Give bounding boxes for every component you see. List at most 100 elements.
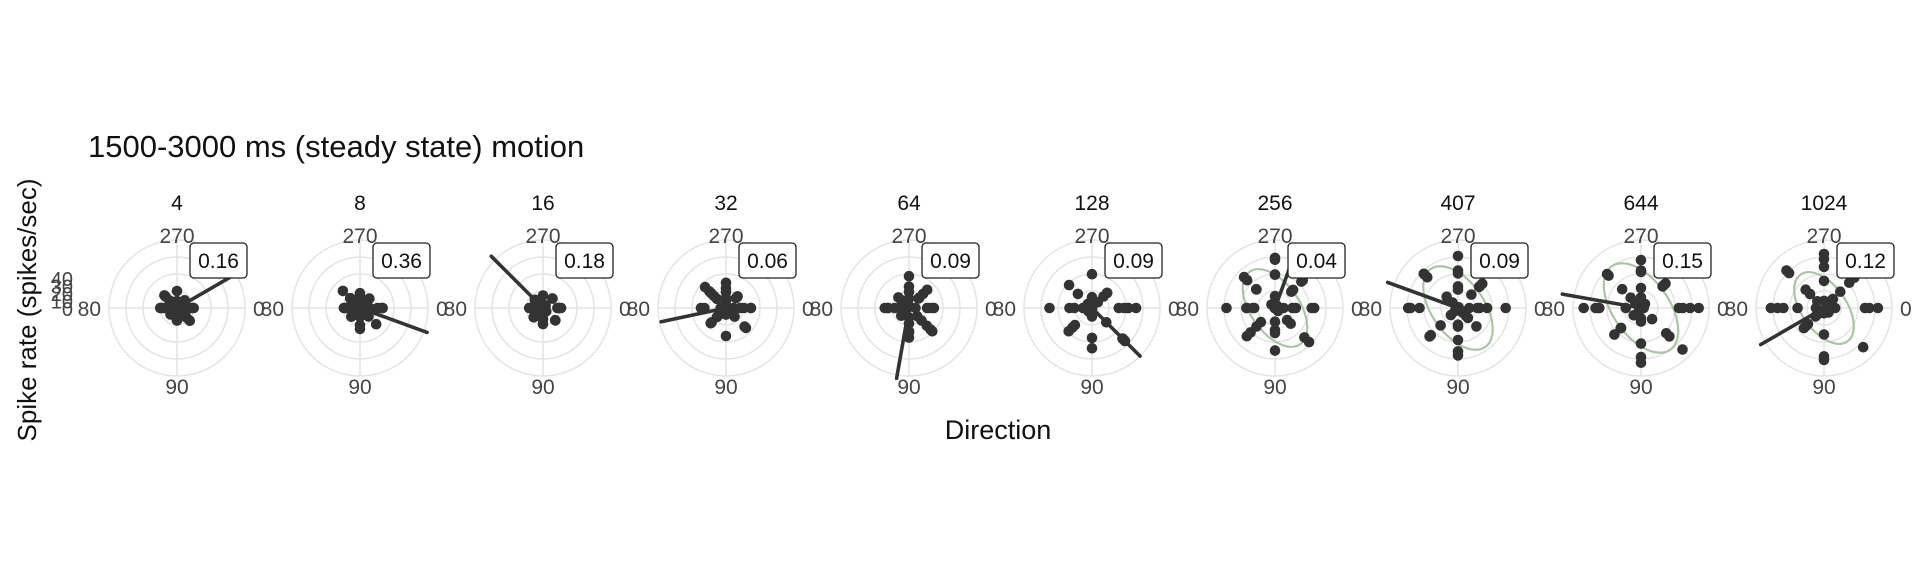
angle-label-bottom: 90 [348,376,371,399]
radial-tick-label: 0 [62,299,73,321]
angle-label-left: 80 [1542,298,1565,321]
value-label: 0.18 [564,250,605,273]
angle-label-right: 0 [253,298,265,321]
data-point [1101,287,1113,299]
data-point [1500,302,1511,314]
data-point [337,285,349,297]
data-point [1086,343,1098,354]
data-point [708,290,720,302]
data-point [1625,292,1636,304]
data-point [1615,322,1627,334]
data-point [1452,350,1464,361]
data-point [1818,275,1830,287]
data-point [186,302,198,314]
data-point [739,321,750,332]
data-point [1452,334,1464,346]
angle-label-top: 270 [1074,225,1109,248]
radial-tick-label: 30 [51,277,73,299]
data-point [882,302,893,314]
data-point [1086,293,1098,305]
radial-tick-label: 40 [51,269,73,291]
data-point [734,302,746,314]
data-point [1778,302,1789,314]
data-point [1063,279,1075,291]
data-point [1452,319,1464,331]
data-point [1466,289,1477,300]
data-point [1044,302,1055,314]
angle-label-bottom: 90 [1812,376,1835,399]
polar-panel: 4 270 90 80 0 0.16 [78,192,265,399]
value-label-box [1104,242,1163,279]
angle-label-bottom: 90 [531,376,554,399]
data-point [720,292,732,304]
angle-label-left: 80 [1725,298,1748,321]
angle-label-right: 0 [436,298,448,321]
angle-label-top: 270 [1806,225,1841,248]
value-label-box [189,242,248,279]
polar-panel: 16 270 90 80 0 0.18 [444,192,631,399]
data-point [1086,332,1098,344]
data-point [1269,345,1281,356]
data-point [370,318,382,330]
data-point [1122,302,1134,314]
data-point [1306,302,1317,314]
value-label-box [555,242,614,279]
data-point [1063,326,1074,337]
data-point [1113,302,1125,314]
data-point [714,309,725,320]
data-point [1130,302,1142,314]
angle-label-right: 0 [802,298,814,321]
angle-label-bottom: 90 [1263,376,1286,399]
polar-panel: 32 270 90 80 0 0.06 [627,192,814,399]
angle-label-left: 80 [810,298,833,321]
direction-vector [894,306,911,381]
data-point [745,302,757,314]
data-point [1241,330,1253,342]
data-point [171,285,183,297]
data-point [1818,329,1830,340]
data-point [1255,316,1267,328]
data-point [1473,281,1485,293]
polar-panel: 64 270 90 80 0 0.09 [810,192,997,399]
data-point [1247,302,1259,314]
value-label-box [1653,242,1712,279]
data-point [1792,302,1803,314]
data-point [553,302,565,314]
angle-label-left: 80 [1176,298,1199,321]
data-point [1859,302,1871,314]
data-point [1857,341,1869,353]
angle-label-right: 0 [985,298,997,321]
angle-label-top: 270 [1440,225,1475,248]
data-point [1269,327,1281,339]
data-point [547,293,558,304]
data-point [155,302,166,314]
data-point [1418,268,1430,280]
angle-label-left: 80 [627,298,650,321]
data-point [720,330,732,342]
data-point [1452,250,1464,262]
data-point [903,270,915,282]
angle-label-left: 80 [78,298,101,321]
data-point [1578,302,1589,314]
angle-label-right: 0 [619,298,631,321]
data-point [167,298,179,310]
value-label-box [738,242,797,279]
panel-label: 407 [1440,192,1475,215]
data-point [524,302,535,314]
data-point [1424,331,1435,342]
angle-label-left: 80 [993,298,1016,321]
angle-label-left: 80 [1359,298,1382,321]
data-point [695,302,707,314]
data-point [730,292,742,304]
angle-label-left: 80 [444,298,467,321]
data-point [1445,309,1457,321]
data-point [1765,302,1777,314]
direction-vector [489,254,545,310]
data-point [1635,254,1647,266]
x-axis-label: Direction [945,415,1052,445]
polar-panel: 256 270 90 80 0 0.04 [1176,192,1363,399]
angle-label-bottom: 90 [1629,376,1652,399]
value-label: 0.04 [1296,250,1337,273]
data-point [1783,267,1795,279]
